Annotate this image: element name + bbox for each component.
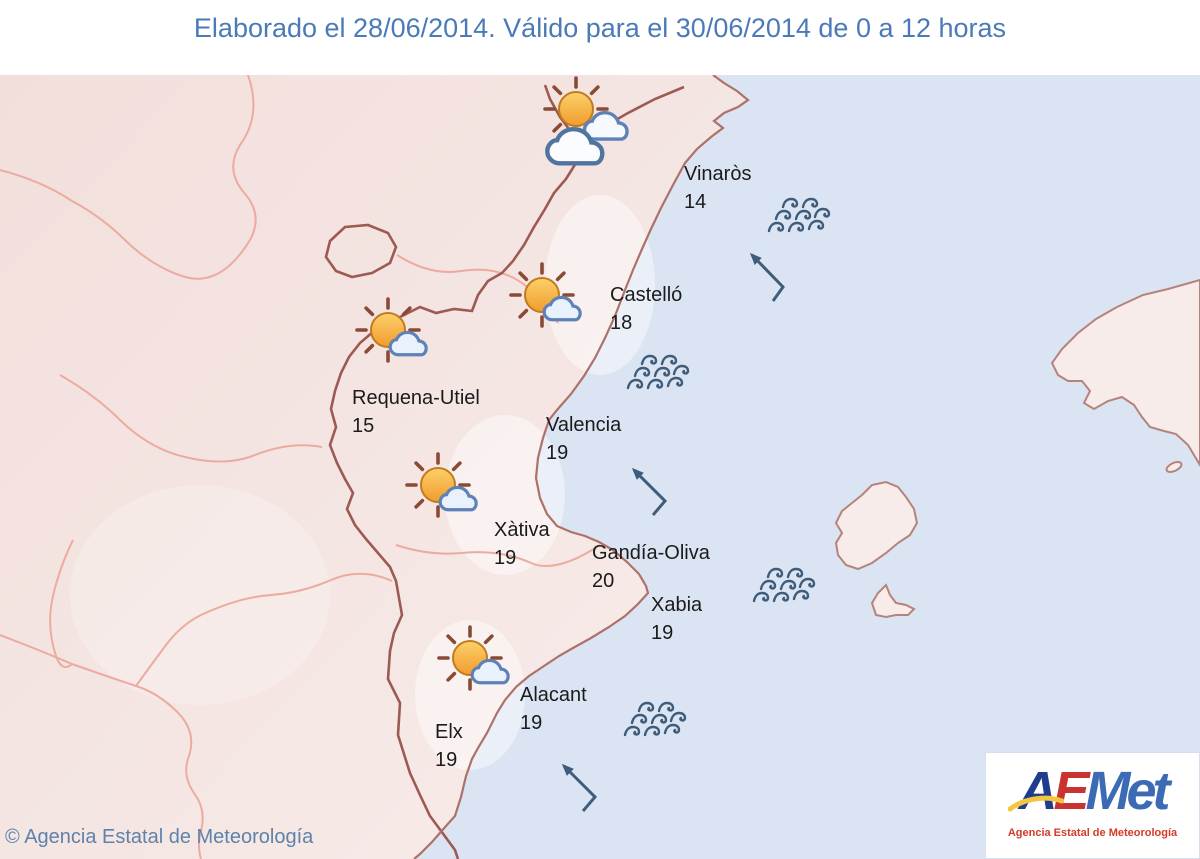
city-temp: 20 <box>592 570 615 592</box>
city-temp: 19 <box>651 622 674 644</box>
city-label-vinaros: Vinaròs 14 <box>684 160 751 216</box>
logo-subtitle: Agencia Estatal de Meteorología <box>1007 827 1178 839</box>
city-temp: 19 <box>435 749 458 771</box>
city-label-xabia: Xabia 19 <box>651 591 702 647</box>
aemet-logo-wordmark: AEMet <box>986 761 1199 825</box>
aemet-logo: AEMet Agencia Estatal de Meteorología <box>985 752 1200 859</box>
logo-letters-met: Met <box>1085 761 1171 821</box>
city-name: Valencia <box>546 414 622 436</box>
city-label-requena-utiel: Requena-Utiel 15 <box>352 384 480 440</box>
dragonera-islet <box>1165 461 1183 473</box>
map-canvas <box>0 75 1200 859</box>
city-name: Requena-Utiel <box>352 387 480 409</box>
city-name: Castelló <box>610 284 683 306</box>
city-temp: 19 <box>546 442 569 464</box>
ibiza-island <box>834 480 919 571</box>
formentera-island <box>870 583 916 619</box>
copyright-text: © Agencia Estatal de Meteorología <box>5 826 314 848</box>
logo-letter-a: A <box>1018 761 1057 821</box>
city-label-xativa: Xàtiva 19 <box>494 516 550 572</box>
wind-arrows <box>561 252 785 812</box>
wind-arrow-icon <box>631 467 668 516</box>
city-label-elx: Elx 19 <box>435 718 463 774</box>
city-temp: 14 <box>684 191 707 213</box>
city-label-castello: Castelló 18 <box>610 281 682 337</box>
logo-yellow-swoosh-icon <box>1008 795 1064 812</box>
balearic-islands <box>834 278 1200 619</box>
wind-arrow-icon <box>561 763 598 812</box>
city-name: Xàtiva <box>494 519 550 541</box>
city-name: Vinaròs <box>684 163 752 185</box>
mainland-landmass <box>0 75 748 859</box>
city-name: Elx <box>435 721 463 743</box>
city-temp: 19 <box>520 712 543 734</box>
city-label-valencia: Valencia 19 <box>546 411 621 467</box>
city-temp: 18 <box>610 312 633 334</box>
city-temp: 15 <box>352 415 375 437</box>
logo-letter-e: E <box>1053 761 1089 821</box>
city-temp: 19 <box>494 547 517 569</box>
forecast-map: Vinaròs 14 Castelló 18 Requena-Utiel 15 … <box>0 75 1200 859</box>
wind-arrow-icon <box>749 252 785 302</box>
mallorca-island <box>1050 278 1200 467</box>
city-label-gandia-oliva: Gandía-Oliva 20 <box>592 539 710 595</box>
page-title: Elaborado el 28/06/2014. Válido para el … <box>0 0 1200 75</box>
rincon-de-ademuz-exclave <box>324 223 398 279</box>
city-name: Alacant <box>520 684 587 706</box>
coastline <box>413 75 750 859</box>
city-name: Xabia <box>651 594 703 616</box>
city-label-alacant: Alacant 19 <box>520 681 587 737</box>
city-name: Gandía-Oliva <box>592 542 710 564</box>
